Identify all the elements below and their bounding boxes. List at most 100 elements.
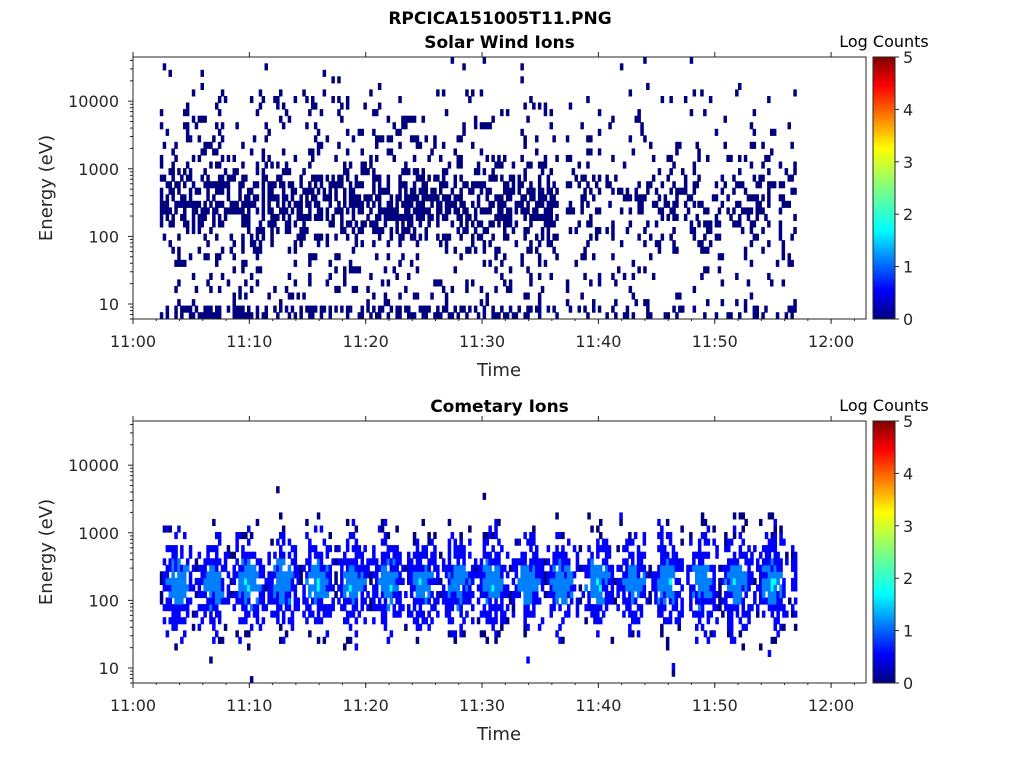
spectrogram-cell [209, 305, 213, 313]
spectrogram-cell [421, 305, 425, 313]
spectrogram-cell [247, 220, 251, 228]
spectrogram-cell [790, 233, 794, 241]
spectrogram-cell [750, 551, 754, 559]
spectrogram-cell [503, 253, 507, 261]
spectrogram-cell [675, 141, 679, 149]
spectrogram-cell [348, 181, 353, 189]
spectrogram-cell [660, 96, 665, 104]
spectrogram-cell [657, 577, 661, 585]
spectrogram-cell [159, 200, 164, 208]
spectrogram-cell [511, 181, 516, 189]
spectrogram-cell [409, 571, 414, 579]
spectrogram-cell [749, 122, 754, 130]
spectrogram-cell [357, 200, 362, 208]
spectrogram-cell [345, 518, 350, 526]
spectrogram-cell [331, 76, 335, 84]
spectrogram-cell [631, 259, 636, 267]
spectrogram-cell [706, 584, 711, 592]
colorbar-tick-label: 4 [903, 464, 913, 483]
spectrogram-cell [596, 604, 600, 612]
spectrogram-cell [404, 168, 408, 176]
spectrogram-cell [162, 584, 167, 592]
spectrogram-cell [767, 591, 772, 599]
spectrogram-cell [244, 194, 248, 202]
spectrogram-cell [514, 571, 519, 579]
spectrogram-cell [485, 532, 489, 540]
spectrogram-cell [611, 272, 615, 280]
spectrogram-cell [418, 174, 423, 182]
spectrogram-cell [453, 194, 457, 202]
spectrogram-cell [299, 240, 303, 248]
spectrogram-cell [497, 220, 501, 228]
spectrogram-cell [700, 272, 704, 280]
spectrogram-cell [386, 577, 391, 585]
spectrogram-cell [625, 194, 630, 202]
spectrogram-cell [636, 604, 641, 612]
spectrogram-cell [241, 240, 245, 248]
spectrogram-cell [741, 577, 745, 585]
spectrogram-cell [459, 610, 463, 618]
spectrogram-cell [732, 597, 737, 605]
spectrogram-cell [427, 154, 431, 162]
spectrogram-cell [421, 168, 425, 176]
spectrogram-cell [383, 577, 388, 585]
spectrogram-cell [767, 181, 771, 189]
spectrogram-cell [505, 220, 510, 228]
spectrogram-cell [450, 312, 455, 320]
spectrogram-cell [526, 584, 530, 592]
spectrogram-cell [453, 545, 457, 553]
spectrogram-cell [764, 558, 769, 566]
spectrogram-cell [465, 279, 469, 287]
spectrogram-cell [345, 577, 350, 585]
spectrogram-cell [578, 584, 583, 592]
spectrogram-cell [706, 220, 710, 228]
spectrogram-cell [441, 305, 446, 313]
spectrogram-cell [491, 220, 495, 228]
spectrogram-cell [354, 577, 359, 585]
spectrogram-cell [666, 213, 670, 221]
spectrogram-cell [398, 194, 402, 202]
spectrogram-cell [674, 564, 679, 572]
spectrogram-cell [614, 174, 618, 182]
spectrogram-cell [244, 584, 248, 592]
spectrogram-cell [409, 610, 414, 618]
spectrogram-cell [485, 187, 489, 195]
spectrogram-cell [567, 604, 571, 612]
spectrogram-cell [383, 564, 388, 572]
spectrogram-cell [343, 272, 347, 280]
spectrogram-cell [407, 200, 411, 208]
spectrogram-cell [666, 154, 670, 162]
spectrogram-cell [279, 299, 283, 307]
spectrogram-cell [735, 610, 740, 618]
spectrogram-cell [622, 591, 626, 599]
spectrogram-cell [174, 597, 178, 605]
spectrogram-cell [590, 591, 594, 599]
spectrogram-cell [267, 571, 271, 579]
spectrogram-cell [564, 584, 568, 592]
spectrogram-cell [574, 259, 578, 267]
spectrogram-cell [296, 604, 300, 612]
spectrogram-cell [427, 577, 431, 585]
spectrogram-cell [586, 240, 590, 248]
spectrogram-cell [642, 564, 647, 572]
spectrogram-cell [174, 207, 178, 215]
spectrogram-cell [697, 584, 702, 592]
spectrogram-cell [215, 577, 219, 585]
spectrogram-cell [631, 571, 635, 579]
spectrogram-cell [247, 591, 251, 599]
spectrogram-cell [781, 279, 786, 287]
spectrogram-cell [692, 551, 696, 559]
spectrogram-cell [444, 109, 449, 117]
spectrogram-cell [174, 200, 178, 208]
spectrogram-cell [671, 604, 676, 612]
spectrogram-cell [468, 591, 472, 599]
spectrogram-cell [398, 558, 402, 566]
spectrogram-cell [450, 604, 455, 612]
spectrogram-cell [764, 154, 768, 162]
spectrogram-cell [456, 571, 460, 579]
spectrogram-cell [706, 551, 711, 559]
y-axis-label: Energy (eV) [36, 135, 57, 241]
spectrogram-cell [741, 597, 745, 605]
spectrogram-cell [354, 174, 359, 182]
spectrogram-cell [537, 102, 542, 110]
